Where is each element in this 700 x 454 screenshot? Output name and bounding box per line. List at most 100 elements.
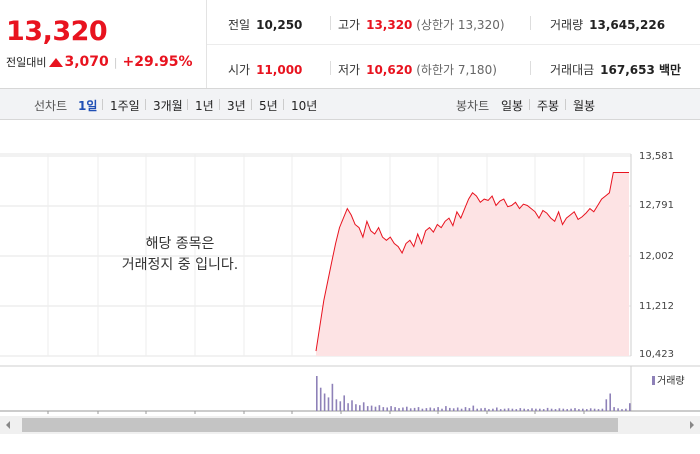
scroll-left-arrow-icon[interactable] (6, 421, 10, 429)
volume-bar (425, 408, 428, 411)
volume-bar (546, 407, 549, 411)
volume-bar (492, 408, 494, 411)
volume-legend: 거래량 (652, 372, 685, 387)
volume-bar (316, 376, 318, 411)
stat-volume: 거래량 13,645,226 (550, 16, 665, 33)
volume-bar (480, 408, 482, 411)
divider (330, 61, 331, 75)
tab-weekly-candle[interactable]: 주봉 (537, 99, 560, 113)
volume-bar (531, 408, 533, 411)
volume-bar (562, 408, 565, 411)
tab-3year[interactable]: 3년 (227, 99, 246, 113)
volume-bar (597, 409, 600, 411)
volume-bar (323, 393, 326, 411)
volume-bar (370, 405, 373, 411)
stat-label: 고가 (338, 18, 361, 32)
price-chart-svg (0, 153, 700, 414)
volume-legend-swatch (652, 376, 655, 385)
change-divider: | (113, 56, 118, 69)
volume-bar (374, 406, 377, 411)
volume-bar (488, 409, 490, 411)
volume-bar (359, 405, 361, 411)
stat-value: 13,645,226 (589, 18, 666, 32)
volume-bar (586, 409, 588, 411)
stat-value: 13,320 (366, 18, 413, 32)
stat-sub: (하한가 7,180) (416, 63, 497, 77)
tab-1year[interactable]: 1년 (195, 99, 214, 113)
volume-bar (589, 408, 592, 411)
volume-bar (464, 407, 467, 411)
scroll-right-arrow-icon[interactable] (690, 421, 694, 429)
chart-scrollbar[interactable] (0, 416, 700, 434)
stat-label: 거래대금 (550, 63, 595, 77)
volume-bar (499, 409, 502, 411)
stat-open: 시가 11,000 (228, 61, 302, 78)
volume-bar (347, 403, 349, 411)
volume-bar (449, 407, 451, 411)
volume-bar (456, 407, 459, 411)
price-line (315, 172, 629, 352)
volume-legend-label: 거래량 (657, 376, 685, 387)
volume-bar (496, 407, 498, 411)
price-change: 전일대비 3,070 | +29.95% (6, 54, 193, 70)
volume-bar (362, 402, 365, 412)
scrollbar-thumb[interactable] (22, 418, 618, 432)
stat-value: 167,653 백만 (600, 63, 682, 77)
tab-divider (187, 99, 188, 110)
tab-5year[interactable]: 5년 (259, 99, 278, 113)
volume-bar (421, 408, 424, 411)
divider (530, 16, 531, 30)
y-tick-label: 12,791 (639, 200, 674, 211)
volume-bar (351, 400, 353, 411)
volume-bar (605, 399, 608, 411)
price-chart[interactable]: 해당 종목은 거래정지 중 입니다. 13,581 12,791 12,002 … (0, 120, 700, 450)
volume-bar (554, 409, 557, 411)
volume-bar (386, 407, 388, 411)
divider (330, 16, 331, 30)
stat-prev-close: 전일 10,250 (228, 16, 302, 33)
volume-bar (382, 407, 385, 411)
volume-bar (343, 395, 345, 411)
stat-value: 10,250 (256, 18, 303, 32)
tab-3month[interactable]: 3개월 (153, 99, 183, 113)
tab-divider (251, 99, 252, 110)
volume-bar (527, 409, 529, 411)
change-value: 3,070 (64, 54, 109, 70)
row-divider (207, 44, 700, 45)
tab-1day[interactable]: 1일 (78, 99, 98, 113)
y-tick-label: 11,212 (639, 301, 674, 312)
volume-bar (445, 406, 447, 411)
volume-bar (398, 408, 400, 411)
y-tick-label: 10,423 (639, 349, 674, 360)
volume-bar (519, 408, 522, 411)
quote-header: 13,320 전일대비 3,070 | +29.95% 전일 10,250 시가 11,0… (0, 0, 700, 89)
volume-bar (539, 408, 541, 411)
volume-bar (335, 399, 338, 411)
volume-bar (535, 408, 537, 411)
candle-chart-label: 봉차트 (456, 99, 490, 113)
tab-divider (529, 99, 530, 110)
volume-bar (402, 407, 404, 411)
halt-line-2: 거래정지 중 입니다. (121, 257, 239, 273)
stat-value: 11,000 (256, 63, 303, 77)
volume-bar (437, 407, 439, 411)
volume-bar (472, 405, 475, 411)
stat-label: 거래량 (550, 18, 584, 32)
period-tabs: 선차트 1일 1주일 3개월 1년 3년 5년 10년 봉차트 일봉 주봉 월봉 (0, 89, 700, 120)
volume-bar (339, 401, 342, 411)
tab-daily-candle[interactable]: 일봉 (501, 99, 524, 113)
tab-divider (219, 99, 220, 110)
stat-low: 저가 10,620 (하한가 7,180) (338, 61, 497, 78)
volume-bar (550, 408, 553, 411)
tab-1week[interactable]: 1주일 (110, 99, 140, 113)
tab-divider (565, 99, 566, 110)
stat-amount: 거래대금 167,653 백만 (550, 61, 681, 78)
tab-monthly-candle[interactable]: 월봉 (573, 99, 596, 113)
volume-bar (507, 408, 510, 411)
volume-bar (574, 408, 576, 411)
up-arrow-icon (49, 58, 64, 67)
stat-label: 시가 (228, 63, 251, 77)
volume-bar (613, 407, 615, 411)
tab-10year[interactable]: 10년 (291, 99, 318, 113)
change-percent: +29.95% (122, 54, 193, 70)
